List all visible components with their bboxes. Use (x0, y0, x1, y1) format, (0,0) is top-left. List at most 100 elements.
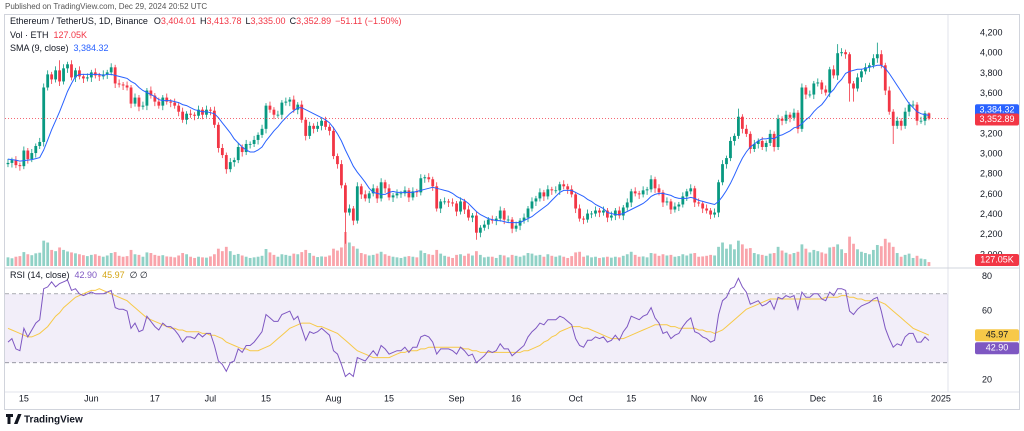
candle-body (363, 194, 367, 199)
candle-body (649, 179, 653, 190)
volume-bar (359, 253, 363, 266)
volume-bar (185, 254, 189, 266)
candle-body (50, 74, 54, 80)
candle-body (748, 133, 752, 150)
brand-logo (6, 414, 22, 424)
candle-body (697, 202, 701, 204)
x-tick-label: Sep (449, 393, 465, 403)
y-tick-label: 3,200 (980, 128, 1003, 138)
volume-bar (538, 254, 542, 266)
volume-bar (205, 257, 208, 266)
volume-bar (316, 257, 320, 266)
volume-bar (800, 244, 804, 266)
volume-bar (439, 253, 443, 266)
candle-body (518, 220, 522, 226)
volume-bar (542, 256, 546, 266)
candle-body (260, 128, 264, 135)
volume-bar (284, 254, 288, 266)
candle-body (427, 177, 431, 180)
candle-body (82, 76, 85, 79)
volume-bar (375, 253, 379, 266)
candle-body (58, 70, 61, 82)
volume-bar (248, 257, 252, 266)
volume-bar (737, 240, 740, 266)
candle-body (475, 215, 478, 233)
volume-bar (324, 256, 327, 266)
volume-bar (141, 256, 145, 266)
volume-bar (645, 257, 649, 266)
volume-bar (89, 254, 93, 266)
candle-body (137, 97, 141, 107)
candle-body (209, 109, 212, 111)
volume-bar (919, 258, 923, 266)
volume-bar (653, 253, 657, 266)
candle-body (403, 190, 407, 194)
volume-bar (395, 257, 399, 266)
x-tick-label: Nov (691, 393, 708, 403)
volume-bar (478, 254, 482, 266)
volume-bar (336, 250, 339, 266)
candle-body (669, 201, 673, 210)
volume-bar (328, 255, 331, 266)
volume-bar (740, 244, 744, 266)
volume-bar (721, 242, 724, 266)
candle-body (685, 191, 689, 197)
volume-bar (812, 249, 816, 266)
candle-body (530, 201, 534, 209)
candle-body (411, 191, 415, 198)
volume-bar (681, 254, 685, 266)
volume-bar (117, 255, 121, 266)
candle-body (673, 206, 677, 210)
candle-body (590, 213, 593, 215)
candle-body (332, 130, 335, 157)
volume-legend: Vol · ETH 127.05K (10, 30, 87, 40)
volume-bar (447, 256, 451, 266)
candle-body (558, 184, 562, 191)
candle-body (494, 218, 498, 221)
candle-body (602, 210, 605, 213)
volume-bar (101, 256, 105, 266)
candle-body (220, 148, 224, 156)
candle-body (121, 84, 125, 86)
rsi-tick-label: 20 (982, 374, 992, 384)
volume-bar (590, 257, 593, 266)
volume-bar (355, 248, 359, 266)
candle-body (129, 87, 133, 104)
candle-body (38, 141, 42, 146)
candle-body (316, 125, 320, 129)
candle-body (284, 101, 288, 103)
candle-body (324, 120, 327, 127)
candle-body (887, 90, 891, 112)
volume-bar (554, 256, 558, 266)
volume-bar (292, 253, 296, 266)
volume-bar (657, 255, 661, 266)
volume-bar (733, 249, 736, 266)
candle-body (717, 182, 720, 213)
ohlc-key: H (200, 16, 207, 26)
rsi-band (5, 293, 948, 363)
y-tick-label: 4,000 (980, 48, 1003, 58)
volume-bar (606, 256, 609, 266)
candle-body (435, 186, 439, 209)
candle-body (117, 83, 121, 85)
volume-bar (756, 254, 760, 266)
volume-bar (240, 255, 244, 266)
volume-bar (213, 254, 216, 266)
candle-body (514, 225, 518, 229)
candle-body (14, 160, 18, 166)
volume-tag: 127.05K (980, 254, 1014, 264)
candle-body (641, 190, 645, 195)
volume-bar (236, 253, 240, 266)
rsi-tag: 42.90 (986, 343, 1009, 353)
volume-bar (367, 255, 371, 266)
volume-bar (768, 253, 772, 266)
volume-bar (602, 257, 605, 266)
candle-body (93, 72, 97, 76)
candle-body (224, 155, 228, 170)
candle-body (213, 110, 216, 125)
candle-body (729, 140, 732, 159)
candle-body (681, 196, 685, 205)
candle-body (927, 113, 931, 119)
candle-body (268, 105, 272, 110)
volume-bar (46, 242, 50, 266)
